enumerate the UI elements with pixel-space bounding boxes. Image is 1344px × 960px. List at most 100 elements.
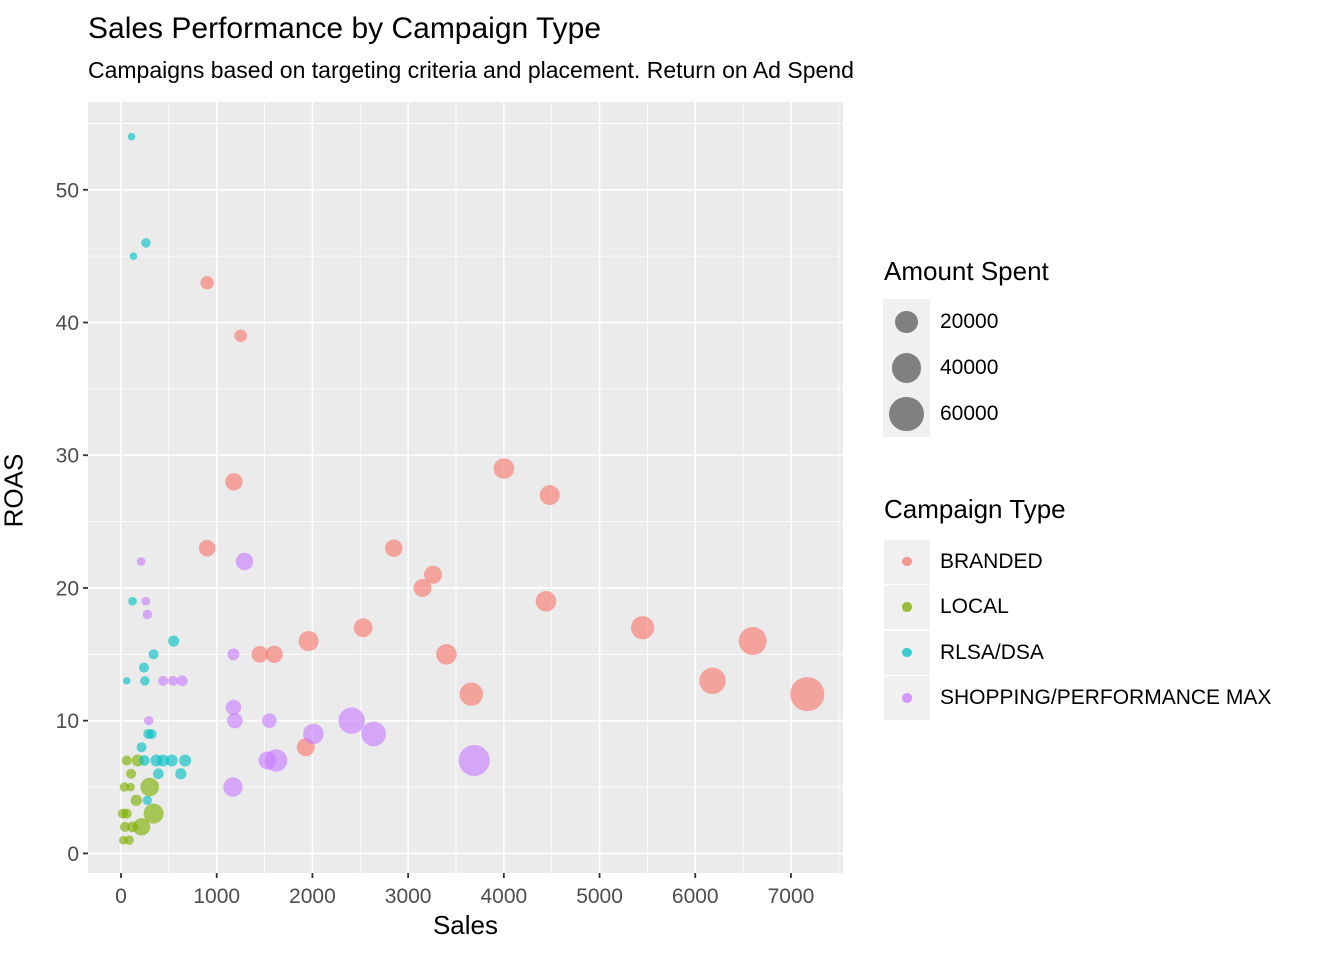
size-legend-circle (889, 396, 924, 432)
y-tick-label: 20 (56, 577, 79, 600)
plot-subtitle: Campaigns based on targeting criteria an… (88, 57, 854, 83)
x-axis-title: Sales (432, 910, 499, 940)
data-point-rlsa-dsa (165, 754, 178, 767)
color-legend-swatch (902, 556, 912, 567)
y-tick-label: 10 (56, 710, 79, 733)
y-tick-label: 30 (56, 445, 79, 468)
size-legend-label: 20000 (940, 310, 999, 333)
data-point-branded (436, 644, 457, 665)
color-legend-label: RLSA/DSA (940, 640, 1044, 664)
data-point-rlsa-dsa (136, 742, 147, 753)
data-point-rlsa-dsa (146, 728, 157, 739)
data-point-branded (298, 631, 319, 652)
data-point-shopping-performance-max (225, 699, 242, 716)
data-point-shopping-performance-max (303, 723, 324, 745)
size-legend-circle (895, 310, 918, 334)
data-point-local (140, 777, 160, 797)
color-legend-swatch (902, 647, 912, 658)
data-point-shopping-performance-max (227, 712, 243, 729)
data-point-branded (424, 565, 443, 584)
data-point-rlsa-dsa (157, 754, 170, 767)
data-point-shopping-performance-max (223, 777, 243, 797)
data-point-shopping-performance-max (158, 675, 169, 686)
data-point-shopping-performance-max (458, 744, 490, 777)
data-point-rlsa-dsa (152, 768, 164, 780)
data-point-shopping-performance-max (168, 675, 179, 686)
data-point-shopping-performance-max (176, 675, 188, 687)
size-legend-label: 40000 (940, 356, 999, 379)
data-point-branded (493, 458, 515, 479)
data-point-branded (198, 539, 216, 557)
data-point-shopping-performance-max (141, 596, 151, 606)
data-point-shopping-performance-max (144, 715, 154, 726)
data-point-shopping-performance-max (361, 721, 386, 747)
data-point-branded (459, 682, 483, 706)
data-point-branded (251, 646, 269, 663)
x-tick-label: 2000 (289, 885, 336, 908)
data-point-shopping-performance-max (262, 713, 277, 728)
data-point-branded (630, 616, 655, 640)
data-point-shopping-performance-max (235, 552, 254, 571)
data-point-local (126, 768, 137, 779)
size-legend-title: Amount Spent (884, 256, 1049, 286)
x-tick-label: 4000 (480, 885, 527, 908)
data-point-local (124, 835, 134, 845)
size-legend-label: 60000 (940, 402, 999, 425)
data-point-branded (413, 578, 432, 597)
data-point-rlsa-dsa (142, 795, 153, 806)
data-point-shopping-performance-max (338, 707, 365, 734)
data-point-branded (200, 276, 214, 290)
color-legend-swatch (902, 602, 912, 612)
data-point-rlsa-dsa (141, 238, 151, 248)
data-point-rlsa-dsa (168, 635, 180, 647)
data-point-branded (385, 539, 403, 557)
data-point-local (132, 818, 151, 836)
color-legend-label: BRANDED (940, 549, 1043, 573)
plot-panel (88, 102, 843, 873)
x-tick-label: 5000 (576, 885, 623, 908)
color-legend-label: SHOPPING/PERFORMANCE MAX (940, 686, 1272, 709)
x-tick-label: 3000 (385, 885, 432, 908)
data-point-branded (234, 329, 247, 343)
data-point-rlsa-dsa (127, 132, 136, 141)
data-point-rlsa-dsa (129, 252, 138, 260)
data-point-shopping-performance-max (227, 648, 240, 661)
data-point-local (143, 803, 164, 824)
data-point-shopping-performance-max (142, 609, 153, 620)
data-point-local (130, 794, 142, 806)
data-point-branded (539, 485, 560, 506)
data-point-rlsa-dsa (128, 596, 137, 606)
data-point-branded (738, 627, 767, 656)
data-point-branded (535, 590, 557, 612)
data-point-branded (790, 677, 825, 712)
x-tick-label: 1000 (193, 885, 240, 908)
size-legend-circle (891, 353, 922, 383)
y-tick-label: 40 (56, 312, 79, 335)
y-tick-label: 0 (67, 843, 79, 866)
data-point-local (121, 808, 132, 819)
x-tick-label: 6000 (672, 885, 719, 908)
color-legend-swatch (902, 693, 912, 703)
data-point-local (121, 755, 132, 766)
x-tick-label: 7000 (768, 885, 815, 908)
data-point-branded (353, 618, 373, 638)
data-point-local (119, 782, 130, 792)
data-point-rlsa-dsa (139, 755, 150, 766)
color-legend-title: Campaign Type (884, 494, 1066, 524)
data-point-shopping-performance-max (136, 557, 146, 566)
data-point-branded (265, 645, 283, 664)
data-point-rlsa-dsa (138, 662, 149, 673)
data-point-branded (225, 473, 243, 491)
data-point-rlsa-dsa (148, 649, 159, 660)
x-tick-label: 0 (115, 885, 127, 908)
data-point-branded (699, 667, 726, 695)
data-point-rlsa-dsa (175, 768, 187, 780)
data-point-rlsa-dsa (122, 677, 131, 685)
data-point-shopping-performance-max (264, 749, 288, 772)
data-point-local (119, 821, 130, 832)
color-legend-label: LOCAL (940, 595, 1009, 618)
y-tick-label: 50 (56, 179, 79, 202)
plot-title: Sales Performance by Campaign Type (88, 12, 602, 45)
